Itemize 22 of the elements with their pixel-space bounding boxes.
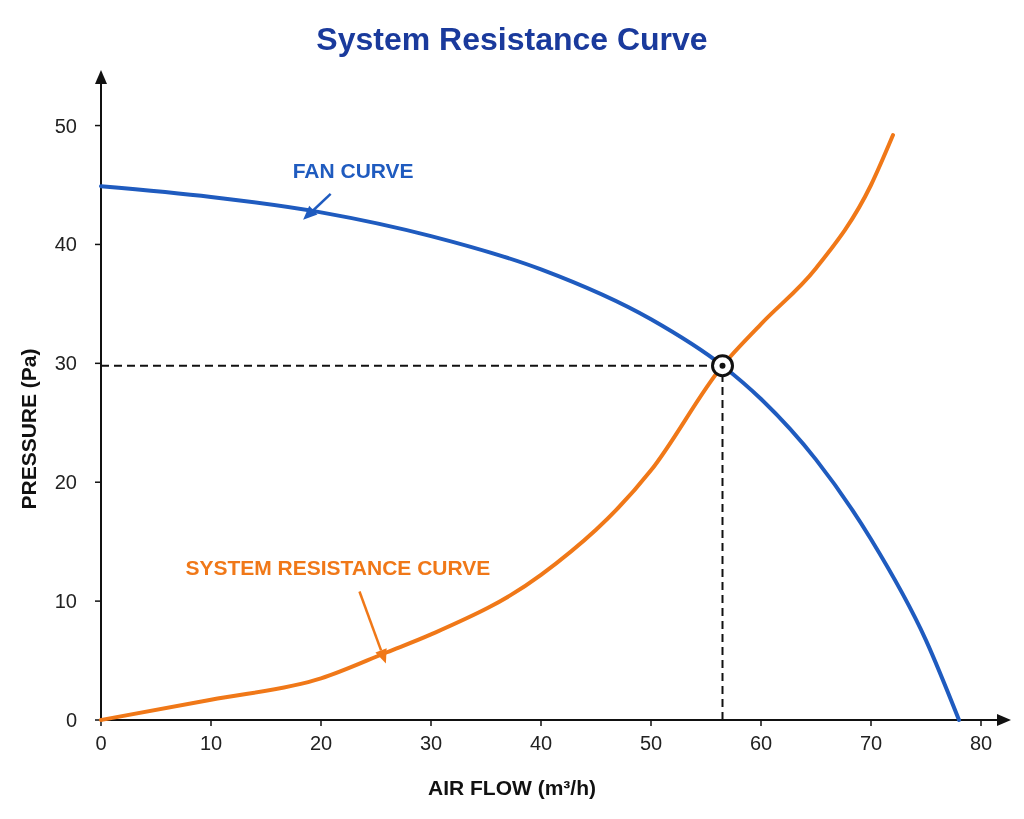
x-tick-label: 20 — [309, 732, 333, 754]
y-axis-title: PRESSURE (Pa) — [17, 348, 40, 510]
x-tick-label: 60 — [749, 732, 773, 754]
annotation: SYSTEM RESISTANCE CURVE — [185, 556, 491, 580]
chart-title: System Resistance Curve — [316, 21, 708, 57]
y-tick-label: 40 — [54, 233, 77, 256]
line-series — [99, 184, 961, 722]
y-tick-label: 0 — [65, 709, 77, 731]
y-tick-label: 30 — [54, 352, 77, 375]
x-tick-label: 80 — [969, 732, 993, 754]
x-tick-label: 40 — [529, 732, 553, 754]
x-axis-title: AIR FLOW (m³/h) — [428, 776, 596, 799]
y-tick-label: 50 — [54, 114, 77, 137]
x-tick-label: 30 — [419, 732, 443, 754]
x-tick-label: 0 — [95, 732, 107, 754]
line-series — [99, 133, 895, 722]
x-tick-label: 70 — [859, 732, 883, 754]
y-tick-label: 10 — [54, 590, 77, 613]
y-tick-label: 20 — [54, 471, 77, 494]
x-tick-label: 10 — [199, 732, 223, 754]
annotation: FAN CURVE — [292, 158, 414, 182]
x-tick-label: 50 — [639, 732, 663, 754]
